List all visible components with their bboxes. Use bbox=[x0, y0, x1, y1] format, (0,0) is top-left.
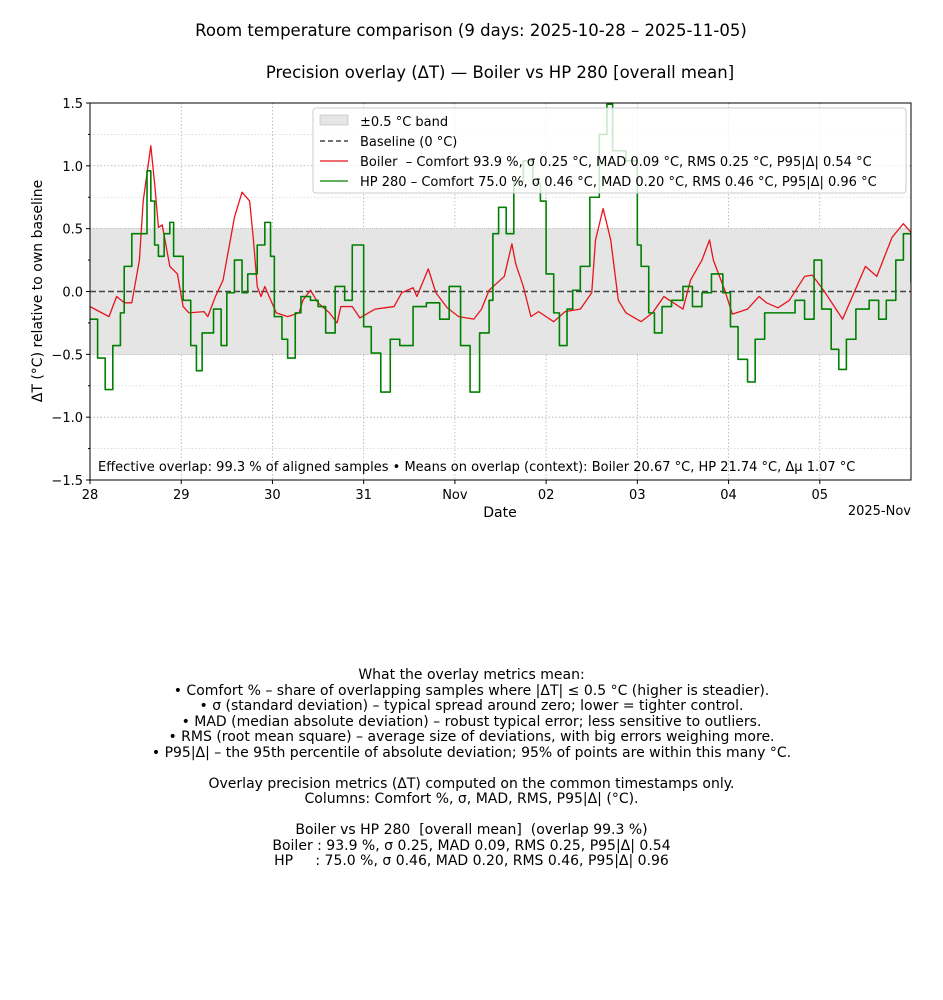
notes-line: Overlay precision metrics (ΔT) computed … bbox=[208, 775, 735, 792]
notes-line: Boiler : 93.9 %, σ 0.25, MAD 0.09, RMS 0… bbox=[272, 837, 671, 854]
x-tick-label: 31 bbox=[355, 488, 372, 503]
legend-band-label: ±0.5 °C band bbox=[360, 115, 448, 130]
x-tick-label: 04 bbox=[720, 488, 737, 503]
y-tick-label: 1.0 bbox=[62, 160, 83, 175]
y-tick-label: −1.5 bbox=[51, 474, 83, 489]
x-offset-label: 2025-Nov bbox=[848, 504, 911, 519]
x-tick-label: Nov bbox=[442, 488, 468, 503]
y-axis-label: ΔT (°C) relative to own baseline bbox=[30, 180, 46, 402]
x-tick-label: 30 bbox=[264, 488, 281, 503]
metrics-notes: What the overlay metrics mean: • Comfort … bbox=[0, 667, 943, 870]
x-tick-label: 29 bbox=[173, 488, 190, 503]
legend: ±0.5 °C band Baseline (0 °C) Boiler – Co… bbox=[312, 107, 907, 194]
legend-band-swatch bbox=[319, 114, 349, 126]
y-tick-label: 0.0 bbox=[62, 286, 83, 301]
notes-line: • σ (standard deviation) – typical sprea… bbox=[199, 698, 744, 714]
legend-baseline-label: Baseline (0 °C) bbox=[360, 135, 457, 150]
legend-frame bbox=[312, 107, 907, 194]
notes-line: • MAD (median absolute deviation) – robu… bbox=[181, 713, 762, 730]
chart: Room temperature comparison (9 days: 202… bbox=[30, 21, 912, 521]
notes-line bbox=[0, 808, 943, 824]
notes-line: Columns: Comfort %, σ, MAD, RMS, P95|Δ| … bbox=[304, 791, 639, 807]
y-tick-label: −1.0 bbox=[51, 411, 83, 426]
boiler-series-line bbox=[90, 145, 911, 324]
axes-title: Precision overlay (ΔT) — Boiler vs HP 28… bbox=[266, 63, 734, 82]
legend-hp-label: HP 280 – Comfort 75.0 %, σ 0.46 °C, MAD … bbox=[360, 175, 877, 190]
x-tick-label: 28 bbox=[82, 488, 99, 503]
hp280-series-line bbox=[90, 103, 911, 393]
notes-line: • Comfort % – share of overlapping sampl… bbox=[173, 682, 770, 699]
overlap-annotation: Effective overlap: 99.3 % of aligned sam… bbox=[98, 460, 855, 475]
x-axis-label: Date bbox=[483, 505, 516, 521]
y-tick-label: −0.5 bbox=[51, 348, 83, 363]
x-tick-label: 03 bbox=[629, 488, 646, 503]
figure-suptitle: Room temperature comparison (9 days: 202… bbox=[195, 21, 747, 40]
notes-line: HP : 75.0 %, σ 0.46, MAD 0.20, RMS 0.46,… bbox=[274, 853, 669, 869]
notes-line: What the overlay metrics mean: bbox=[358, 667, 585, 683]
y-tick-label: 0.5 bbox=[62, 223, 83, 238]
x-tick-label: 02 bbox=[538, 488, 555, 503]
notes-line bbox=[0, 761, 943, 777]
notes-line: Boiler vs HP 280 [overall mean] (overlap… bbox=[295, 822, 648, 838]
x-tick-label: 05 bbox=[812, 488, 829, 503]
notes-line: • RMS (root mean square) – average size … bbox=[168, 729, 775, 745]
notes-line: • P95|Δ| – the 95th percentile of absolu… bbox=[151, 744, 792, 761]
legend-boiler-label: Boiler – Comfort 93.9 %, σ 0.25 °C, MAD … bbox=[360, 155, 872, 170]
y-tick-label: 1.5 bbox=[62, 97, 83, 112]
